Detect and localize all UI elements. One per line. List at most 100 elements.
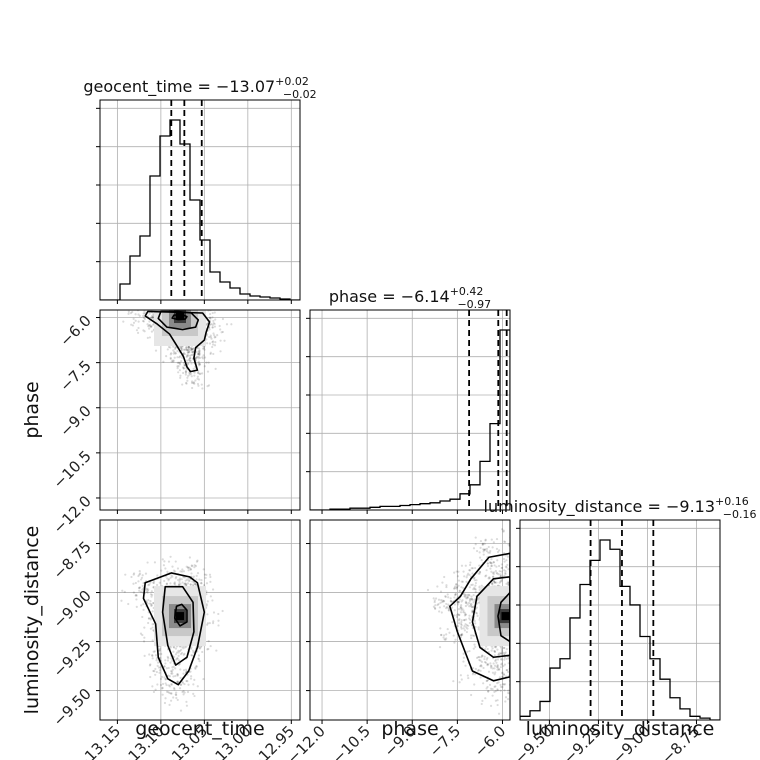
- sample-point: [176, 361, 179, 365]
- sample-point: [201, 387, 204, 390]
- sample-point: [516, 630, 518, 632]
- sample-point: [473, 588, 476, 591]
- sample-point: [150, 590, 153, 593]
- sample-point: [190, 346, 193, 350]
- sample-point: [477, 598, 480, 601]
- scatter-panel-phase-vs-luminosity_distance: [309, 519, 518, 721]
- sample-point: [446, 593, 449, 596]
- sample-point: [150, 330, 154, 333]
- sample-point: [134, 593, 138, 597]
- sample-point: [213, 311, 216, 314]
- sample-point: [147, 617, 151, 620]
- sample-point: [175, 691, 178, 694]
- sample-point: [187, 346, 191, 349]
- sample-point: [488, 683, 492, 686]
- sample-point: [479, 676, 482, 679]
- sample-point: [515, 663, 517, 665]
- sample-point: [495, 537, 499, 541]
- sample-point: [480, 655, 483, 659]
- sample-point: [139, 632, 143, 635]
- sample-point: [485, 569, 488, 572]
- sample-point: [189, 647, 193, 650]
- sample-point: [447, 603, 450, 606]
- sample-point: [213, 306, 215, 308]
- sample-point: [164, 697, 167, 700]
- sample-point: [495, 661, 498, 664]
- sample-point: [170, 657, 173, 660]
- sample-point: [463, 575, 466, 578]
- sample-point: [480, 702, 483, 706]
- sample-point: [198, 347, 201, 350]
- histogram-title-geocent_time: geocent_time = −13.07+0.02 −0.02: [83, 75, 316, 101]
- sample-point: [196, 382, 200, 386]
- sample-point: [472, 547, 476, 550]
- sample-point: [179, 376, 182, 379]
- sample-point: [462, 611, 465, 614]
- sample-point: [513, 563, 515, 565]
- sample-point: [179, 653, 183, 656]
- sample-point: [463, 614, 467, 617]
- sample-point: [511, 655, 513, 657]
- sample-point: [174, 653, 178, 656]
- sample-point: [162, 360, 165, 363]
- sample-point: [182, 647, 185, 650]
- sample-point: [156, 574, 159, 577]
- sample-point: [460, 678, 463, 681]
- sample-point: [463, 611, 466, 614]
- sample-point: [471, 609, 474, 612]
- sample-point: [218, 324, 221, 328]
- sample-point: [184, 369, 188, 373]
- sample-point: [484, 539, 487, 542]
- sample-point: [180, 683, 183, 686]
- sample-point: [181, 306, 183, 308]
- sample-point: [187, 350, 191, 353]
- sample-point: [166, 655, 169, 658]
- sample-point: [183, 582, 187, 585]
- sample-point: [134, 581, 137, 585]
- sample-point: [149, 627, 152, 630]
- sample-point: [456, 624, 459, 628]
- sample-point: [514, 621, 516, 623]
- sample-point: [512, 556, 514, 558]
- sample-point: [178, 356, 181, 359]
- sample-point: [447, 606, 450, 610]
- sample-point: [512, 546, 514, 548]
- sample-point: [188, 305, 190, 307]
- sample-point: [210, 322, 213, 326]
- sample-point: [460, 627, 463, 630]
- sample-point: [506, 698, 510, 701]
- sample-point: [453, 641, 456, 644]
- sample-point: [163, 579, 166, 583]
- sample-point: [438, 610, 441, 613]
- sample-point: [470, 567, 473, 570]
- sample-point: [197, 355, 200, 359]
- sample-point: [174, 667, 177, 670]
- sample-point: [494, 659, 497, 663]
- sample-point: [195, 583, 198, 587]
- sample-point: [460, 580, 463, 583]
- sample-point: [174, 577, 177, 580]
- sample-point: [471, 666, 475, 670]
- sample-point: [197, 352, 200, 356]
- sample-point: [169, 346, 172, 349]
- sample-point: [494, 569, 497, 573]
- sample-point: [514, 660, 516, 662]
- sample-point: [209, 334, 212, 337]
- x-axis-label-luminosity_distance: luminosity_distance: [526, 718, 715, 740]
- x-tick-label: −13.15: [72, 722, 124, 760]
- sample-point: [500, 662, 503, 665]
- histogram-step-phase: [310, 329, 510, 510]
- sample-point: [196, 685, 199, 688]
- sample-point: [445, 602, 448, 606]
- sample-point: [515, 686, 517, 688]
- sample-point: [183, 352, 186, 356]
- sample-point: [182, 371, 185, 375]
- sample-point: [185, 382, 188, 385]
- sample-point: [485, 658, 488, 661]
- sample-point: [488, 577, 491, 580]
- sample-point: [474, 591, 477, 594]
- sample-point: [185, 354, 189, 357]
- sample-point: [194, 666, 197, 669]
- sample-point: [471, 572, 474, 575]
- sample-point: [452, 634, 455, 637]
